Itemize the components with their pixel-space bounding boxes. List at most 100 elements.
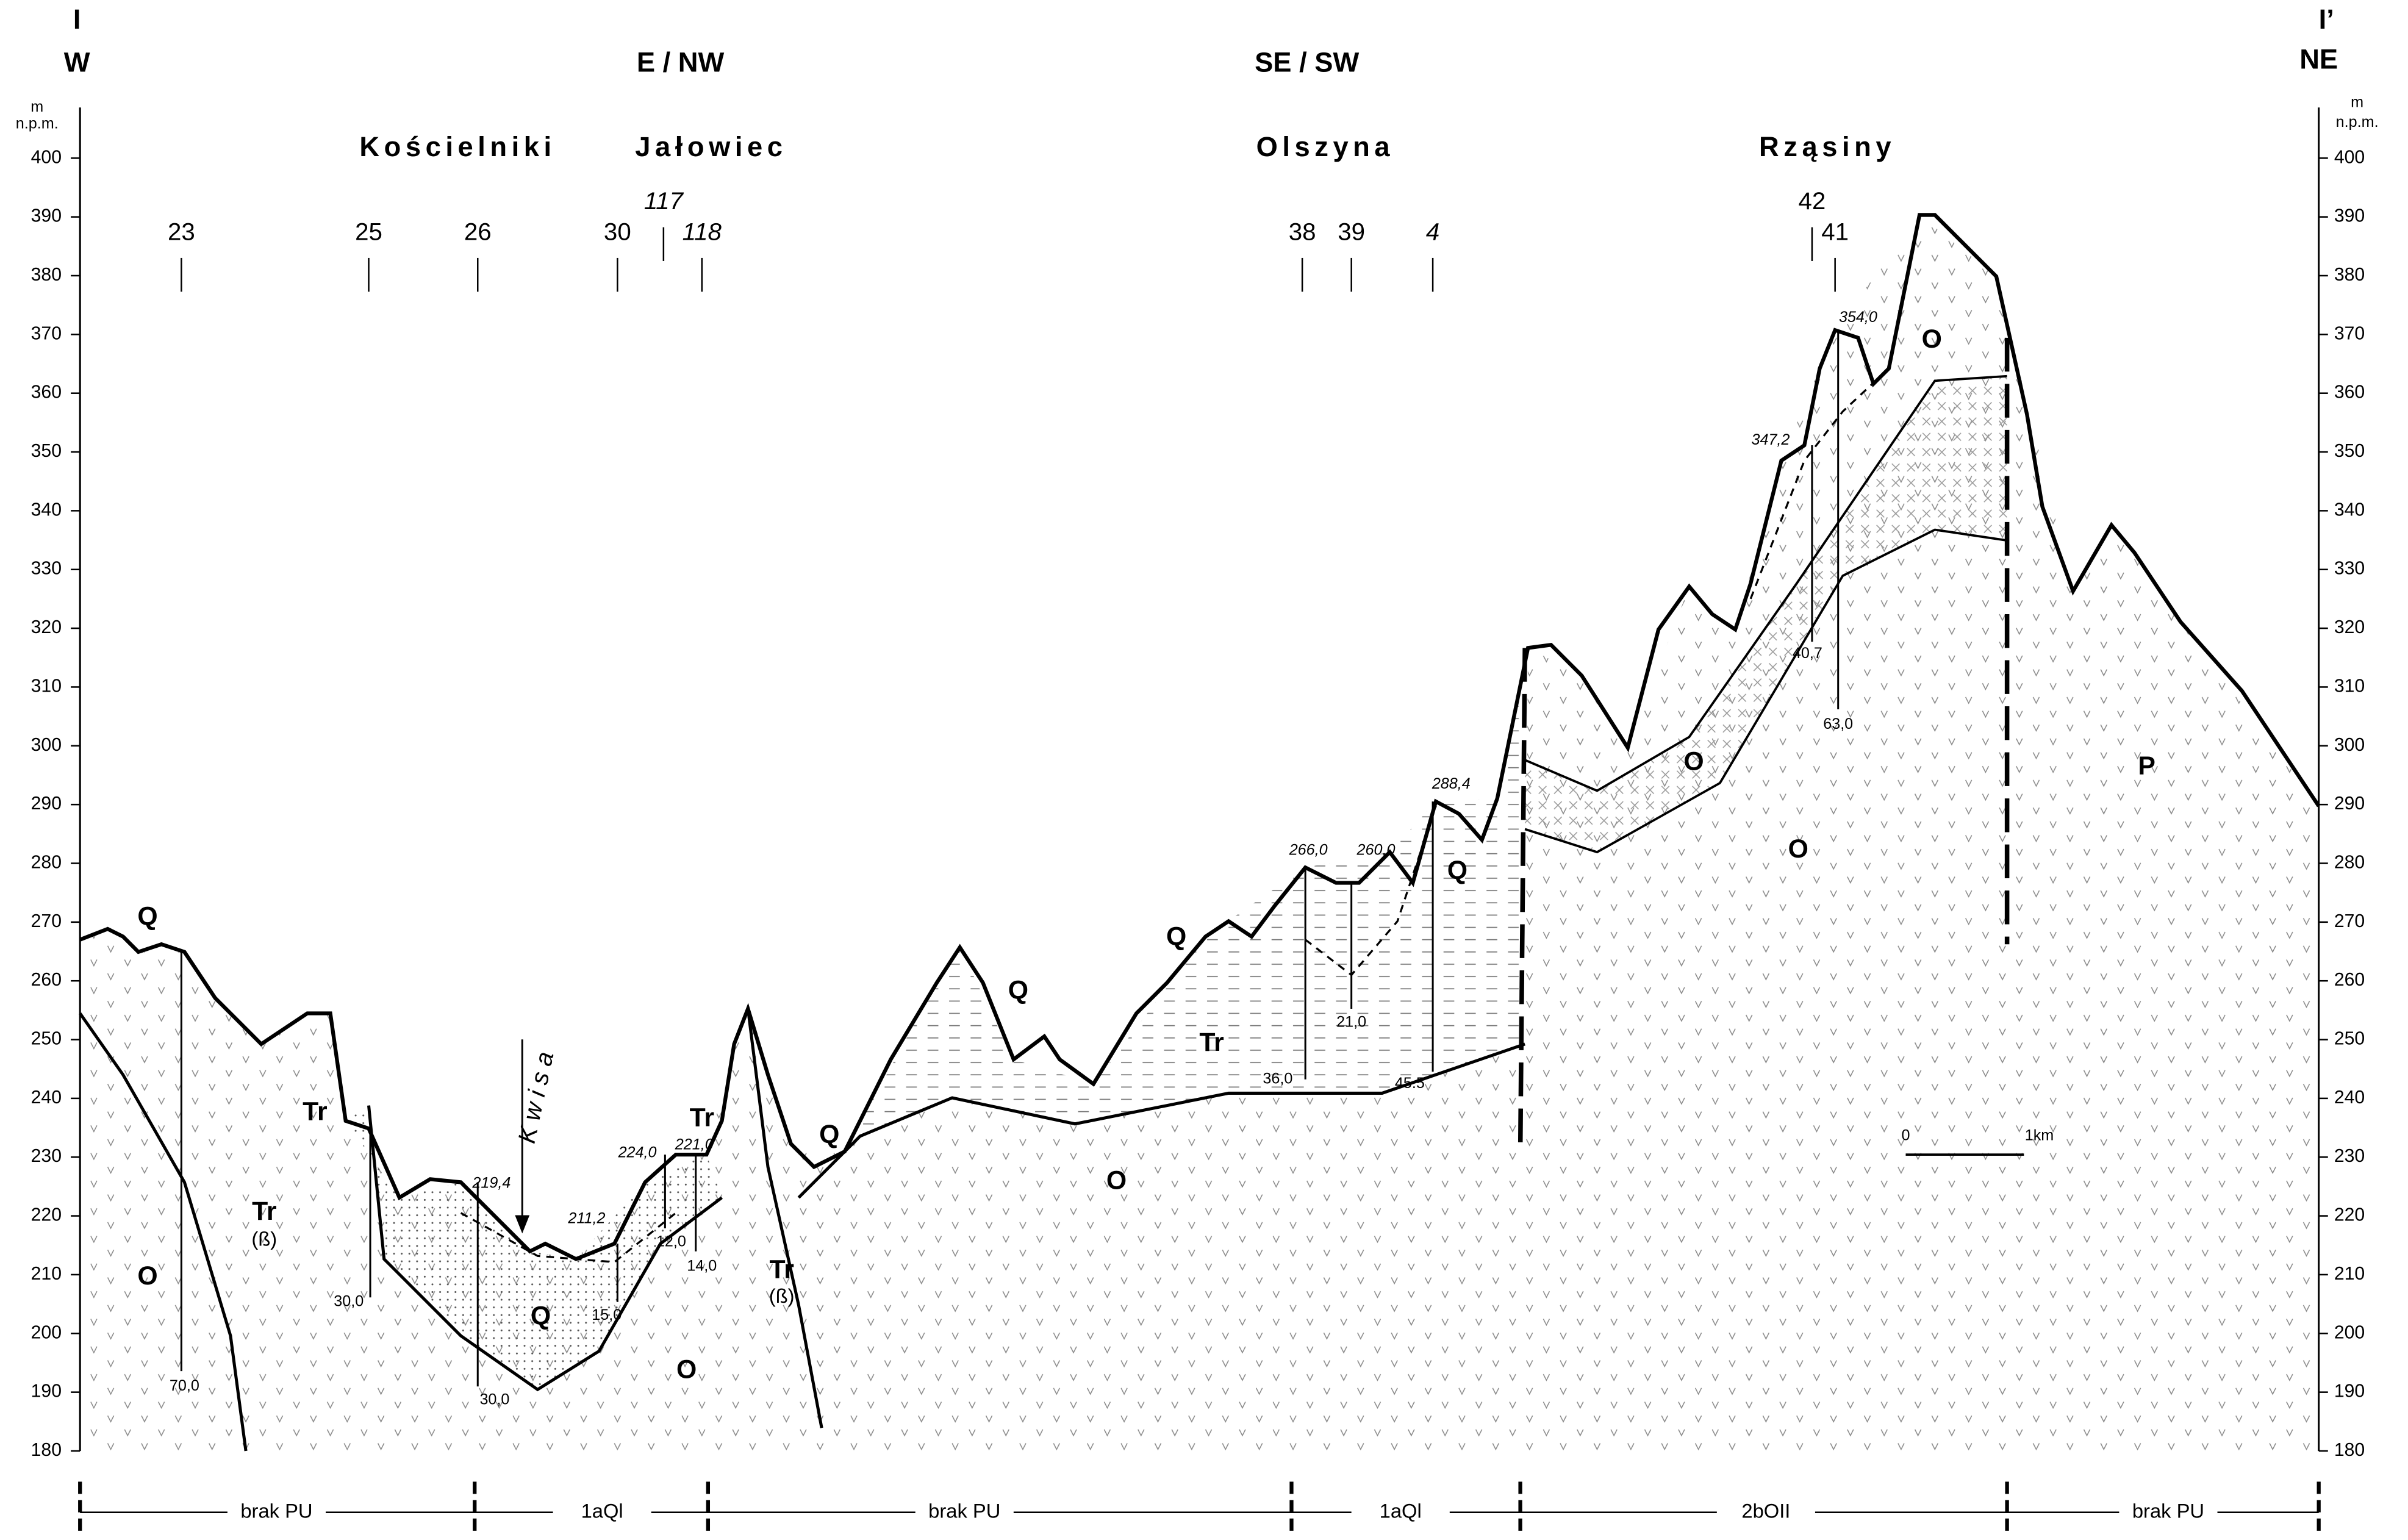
y-tick-label: 280 xyxy=(31,852,62,872)
y-tick-label: 340 xyxy=(31,500,62,520)
zone-label: brak PU xyxy=(928,1499,1000,1522)
unit-label: O xyxy=(1922,324,1942,354)
elevation-label: 221,0 xyxy=(675,1136,714,1153)
y-tick-label: 180 xyxy=(31,1440,62,1460)
depth-label: 21,0 xyxy=(1336,1013,1366,1030)
borehole-label: 42 xyxy=(1799,187,1826,215)
unit-label: O xyxy=(137,1261,157,1291)
borehole-label: 41 xyxy=(1821,218,1849,245)
elevation-label: 347,2 xyxy=(1751,431,1790,448)
y-tick-label: 320 xyxy=(31,617,62,637)
y-tick-label: 230 xyxy=(2334,1146,2365,1166)
unit-label: Tr xyxy=(769,1255,794,1284)
y-tick-label: 400 xyxy=(2334,147,2365,167)
borehole-label: 39 xyxy=(1338,218,1365,245)
elevation-label: 224,0 xyxy=(618,1144,657,1161)
borehole-label: 4 xyxy=(1426,218,1439,245)
y-tick-label: 310 xyxy=(31,676,62,696)
section-marker: I xyxy=(73,4,81,35)
section-marker: I’ xyxy=(2319,4,2334,35)
y-tick-label: 280 xyxy=(2334,852,2365,872)
y-tick-label: 360 xyxy=(2334,382,2365,403)
depth-label: 70,0 xyxy=(170,1377,199,1394)
unit-label: O xyxy=(1106,1166,1127,1195)
unit-label: Q xyxy=(1447,856,1467,885)
y-tick-label: 340 xyxy=(2334,500,2365,520)
y-tick-label: 240 xyxy=(31,1087,62,1108)
y-tick-label: 220 xyxy=(2334,1205,2365,1225)
y-tick-label: 380 xyxy=(31,265,62,285)
borehole-label: 25 xyxy=(355,218,382,245)
depth-label: 36,0 xyxy=(1263,1070,1292,1087)
axis-datum: n.p.m. xyxy=(16,115,59,132)
y-tick-label: 180 xyxy=(2334,1440,2365,1460)
zone-label: brak PU xyxy=(240,1499,312,1522)
unit-label: Q xyxy=(137,902,157,931)
unit-label: Q xyxy=(819,1120,839,1149)
y-tick-label: 240 xyxy=(2334,1087,2365,1108)
direction: NE xyxy=(2299,44,2338,75)
depth-label: 15,0 xyxy=(592,1306,622,1323)
depth-label: 45.5 xyxy=(1395,1075,1425,1092)
unit-label: Q xyxy=(1008,976,1028,1005)
elevation-label: 260,0 xyxy=(1356,841,1395,858)
y-tick-label: 270 xyxy=(2334,911,2365,931)
unit-label: Tr xyxy=(303,1097,327,1126)
y-tick-label: 350 xyxy=(2334,441,2365,461)
y-tick-label: 300 xyxy=(31,735,62,755)
borehole-label: 23 xyxy=(168,218,195,245)
elevation-label: 354,0 xyxy=(1839,309,1877,326)
direction: E / NW xyxy=(637,47,725,78)
scale-label: 1km xyxy=(2025,1127,2054,1144)
unit-label: P xyxy=(2138,751,2155,781)
y-tick-label: 390 xyxy=(31,206,62,226)
depth-label: 12,0 xyxy=(656,1233,686,1250)
y-tick-label: 360 xyxy=(31,382,62,403)
y-tick-label: 250 xyxy=(2334,1029,2365,1049)
locality: Kościelniki xyxy=(359,131,556,162)
axis-unit: m xyxy=(30,98,43,115)
scale-label: 0 xyxy=(1901,1127,1910,1144)
borehole-label: 26 xyxy=(464,218,492,245)
elevation-label: 219,4 xyxy=(471,1175,511,1192)
depth-label: 40,7 xyxy=(1793,645,1822,662)
y-tick-label: 370 xyxy=(2334,323,2365,343)
y-tick-label: 210 xyxy=(31,1264,62,1284)
y-tick-label: 250 xyxy=(31,1029,62,1049)
y-tick-label: 320 xyxy=(2334,617,2365,637)
unit-label: Tr xyxy=(1199,1028,1224,1057)
y-tick-label: 390 xyxy=(2334,206,2365,226)
cross-section: 1801801901902002002102102202202302302402… xyxy=(0,0,2408,1540)
depth-label: 63,0 xyxy=(1823,715,1853,732)
borehole-label: 38 xyxy=(1289,218,1316,245)
zone-label: 1aQl xyxy=(581,1499,623,1522)
depth-label: 30,0 xyxy=(334,1292,364,1309)
y-tick-label: 230 xyxy=(31,1146,62,1166)
y-tick-label: 190 xyxy=(2334,1381,2365,1402)
y-tick-label: 260 xyxy=(31,970,62,990)
river-arrowhead xyxy=(516,1216,528,1231)
unit-label: Tr xyxy=(252,1197,276,1226)
y-tick-label: 380 xyxy=(2334,265,2365,285)
borehole-label: 30 xyxy=(604,218,631,245)
unit-label: O xyxy=(1683,747,1704,776)
y-tick-label: 330 xyxy=(2334,559,2365,579)
zone-label: 1aQl xyxy=(1380,1499,1422,1522)
unit-label: Tr xyxy=(690,1103,714,1133)
y-tick-label: 210 xyxy=(2334,1264,2365,1284)
y-tick-label: 400 xyxy=(31,147,62,167)
unit-label: (ß) xyxy=(251,1228,277,1250)
direction: W xyxy=(64,47,90,78)
y-tick-label: 300 xyxy=(2334,735,2365,755)
y-tick-label: 370 xyxy=(31,323,62,343)
y-tick-label: 330 xyxy=(31,559,62,579)
depth-label: 30,0 xyxy=(479,1391,509,1408)
river-name: K w i s a xyxy=(513,1049,559,1145)
borehole-label: 117 xyxy=(644,187,684,215)
unit-label: Q xyxy=(1166,922,1186,951)
y-tick-label: 270 xyxy=(31,911,62,931)
y-tick-label: 220 xyxy=(31,1205,62,1225)
unit-label: (ß) xyxy=(769,1284,795,1307)
zone-label: brak PU xyxy=(2132,1499,2204,1522)
axis-unit: m xyxy=(2351,93,2363,110)
